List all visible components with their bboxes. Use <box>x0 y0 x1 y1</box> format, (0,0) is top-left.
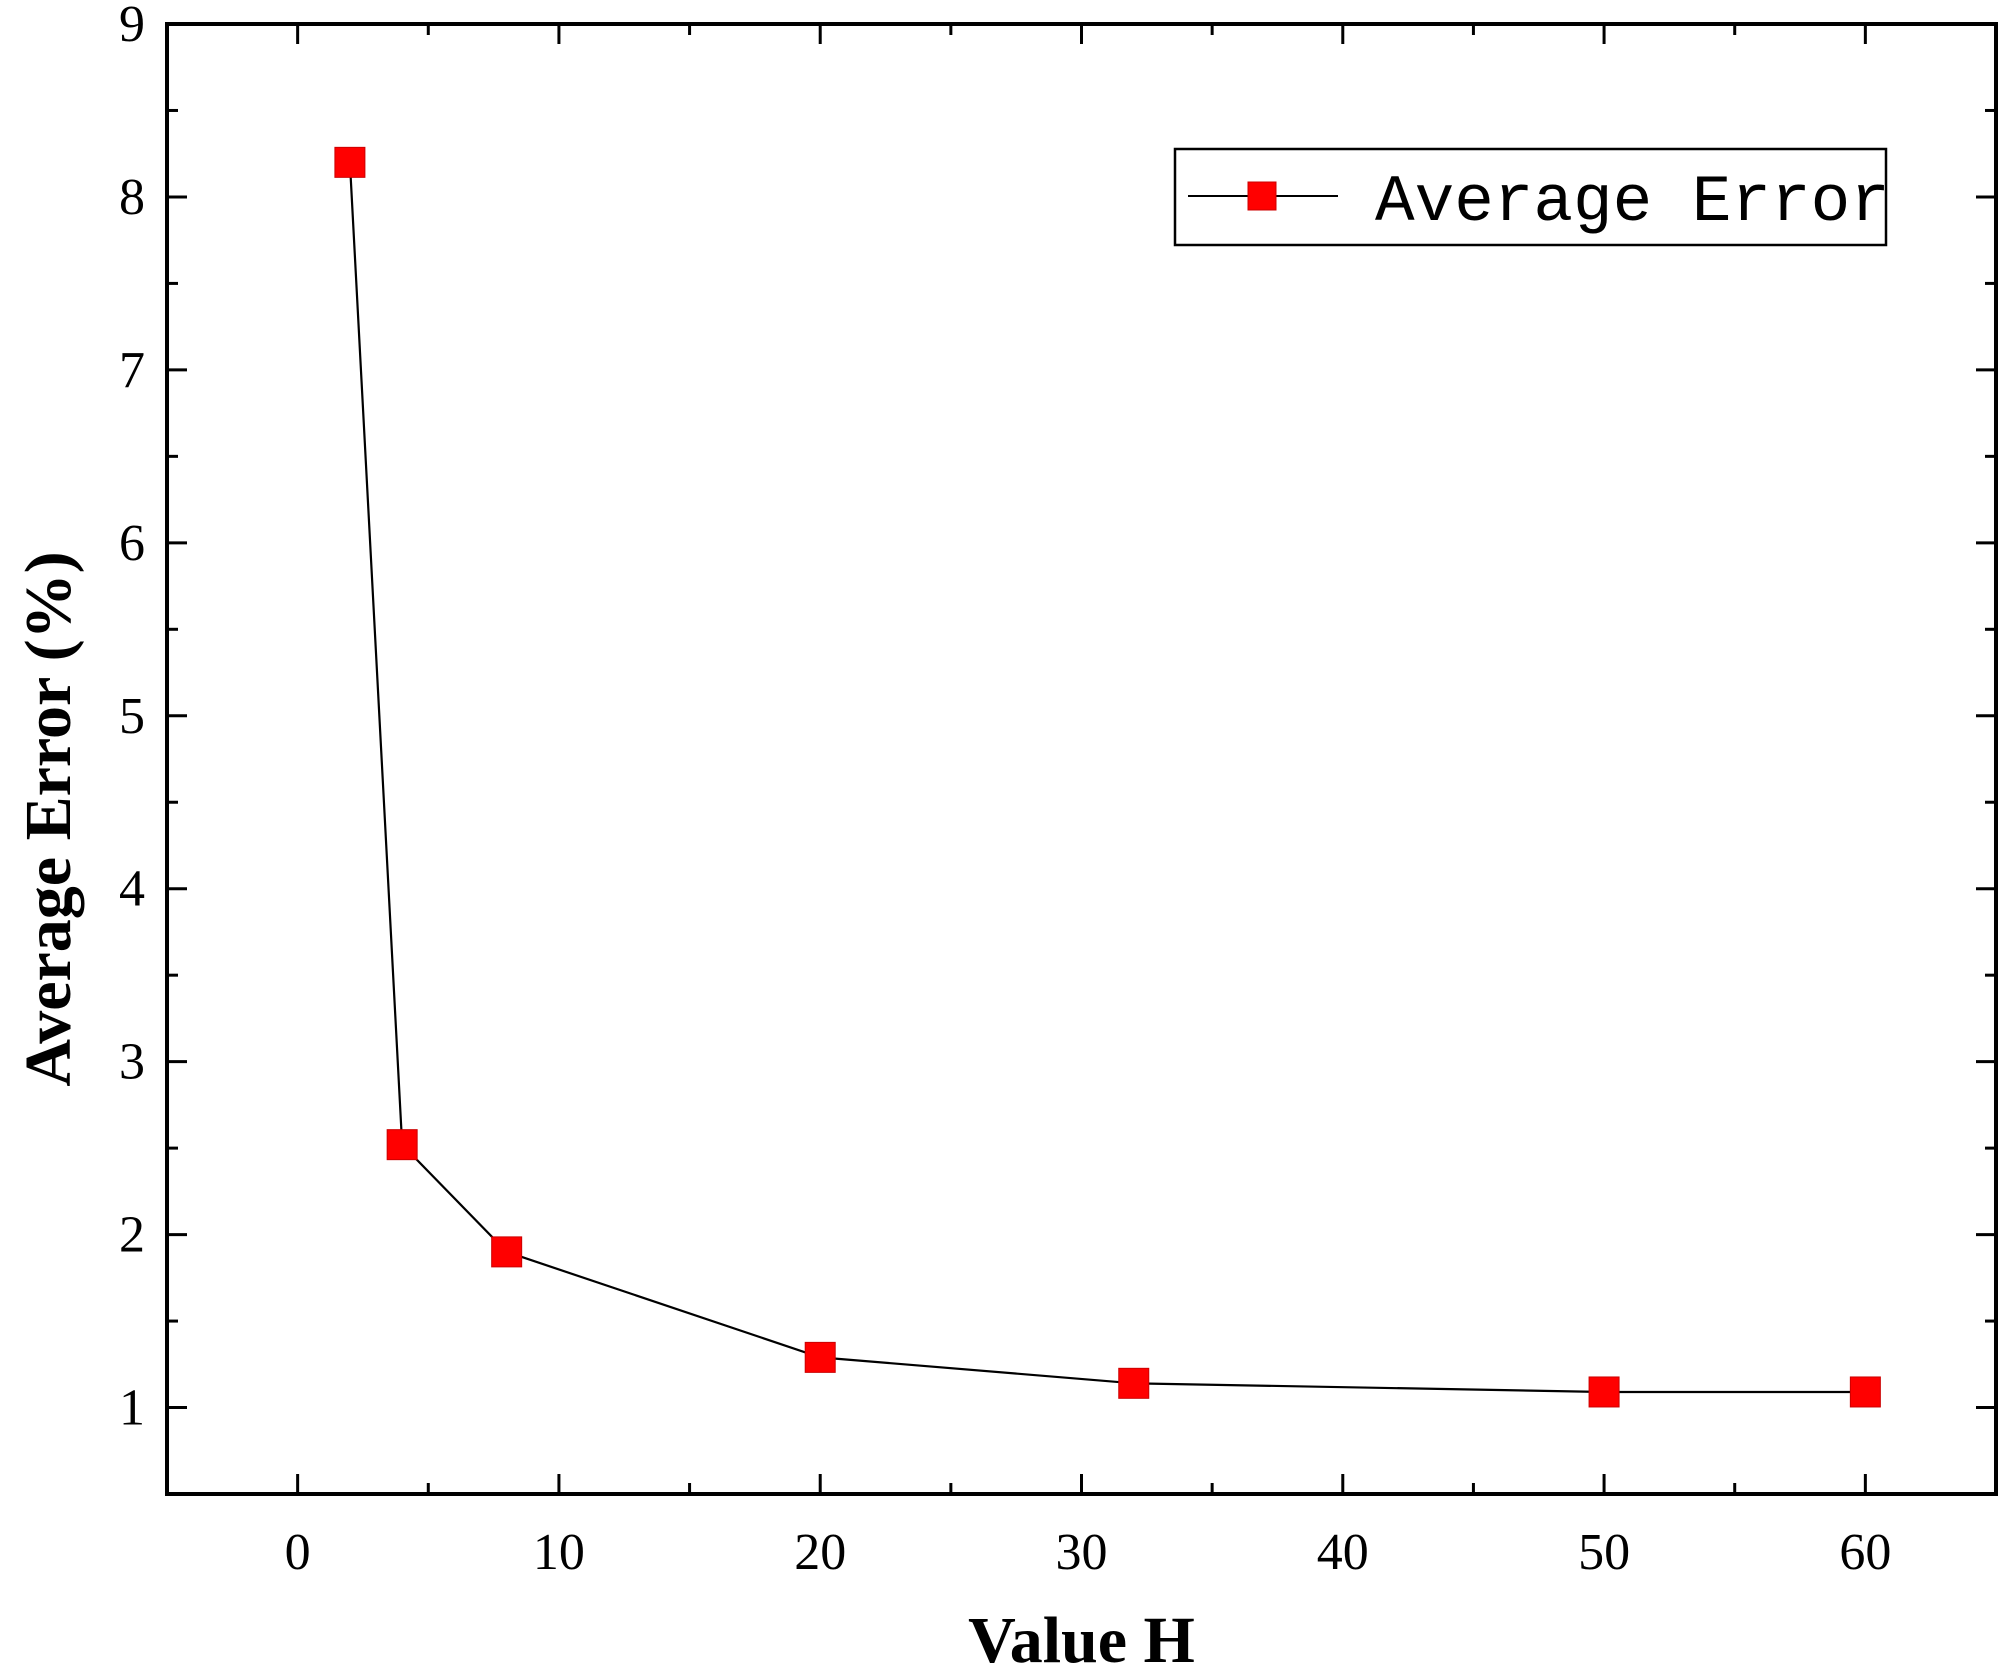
x-tick-label: 10 <box>533 1524 585 1581</box>
plot-frame <box>165 22 1998 1496</box>
x-tick-label: 40 <box>1317 1524 1369 1581</box>
data-point <box>334 146 366 178</box>
legend: Average Error <box>1173 147 1890 247</box>
series-line <box>348 162 1866 1394</box>
x-tick-label: 60 <box>1839 1524 1891 1581</box>
x-tick-label: 20 <box>794 1524 846 1581</box>
y-tick-label: 4 <box>119 861 145 918</box>
y-tick-label: 7 <box>119 342 145 399</box>
data-point <box>491 1236 523 1268</box>
y-tick-label: 2 <box>119 1207 145 1264</box>
x-axis-title: Value H <box>968 1604 1195 1674</box>
x-tick-label: 0 <box>285 1524 311 1581</box>
data-point <box>1118 1367 1150 1399</box>
y-tick-label: 3 <box>119 1034 145 1091</box>
legend-label: Average Error <box>1375 165 1890 240</box>
data-point <box>386 1129 418 1161</box>
y-tick-label: 6 <box>119 515 145 572</box>
x-tick-label: 50 <box>1578 1524 1630 1581</box>
legend-marker <box>1247 181 1277 211</box>
x-tick-label: 30 <box>1056 1524 1108 1581</box>
data-point <box>804 1341 836 1373</box>
y-tick-label: 1 <box>119 1380 145 1437</box>
tick-labels-layer: 0 10 20 30 40 50 60 1 2 3 4 5 6 7 8 9 <box>119 0 1891 1581</box>
y-axis-title: Average Error (%) <box>12 551 85 1086</box>
data-point <box>1849 1376 1881 1408</box>
y-tick-label: 5 <box>119 688 145 745</box>
series-layer <box>334 146 1881 1408</box>
y-tick-label: 9 <box>119 0 145 53</box>
y-tick-label: 8 <box>119 169 145 226</box>
data-point <box>1588 1376 1620 1408</box>
